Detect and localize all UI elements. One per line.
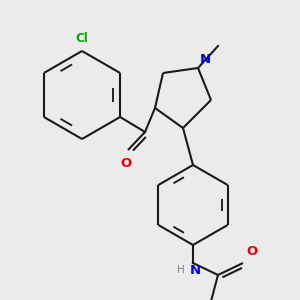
- Text: O: O: [246, 245, 257, 258]
- Text: O: O: [120, 157, 132, 170]
- Text: H: H: [177, 265, 185, 275]
- Text: N: N: [200, 53, 211, 66]
- Text: Cl: Cl: [76, 32, 88, 45]
- Text: N: N: [190, 264, 201, 277]
